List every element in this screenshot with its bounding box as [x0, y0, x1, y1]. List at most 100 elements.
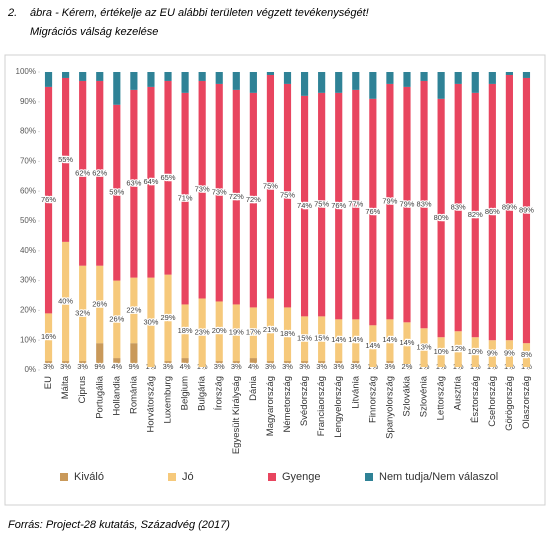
bar-segment [318, 361, 326, 370]
bar-segment [454, 72, 462, 84]
x-tick-label: Németország [282, 376, 293, 433]
x-tick-label: Horvátország [145, 376, 156, 433]
value-label: 32% [75, 308, 90, 317]
bar-segment [300, 95, 309, 317]
legend-label: Kiváló [74, 471, 104, 483]
bar-segment [147, 86, 155, 278]
legend-label: Nem tudja/Nem válaszol [379, 471, 498, 483]
bar-segment [488, 83, 496, 341]
bar-segment [130, 89, 138, 278]
value-label: 72% [229, 192, 244, 201]
bar-segment [420, 367, 428, 370]
value-label: 12% [451, 344, 466, 353]
bar-segment [164, 80, 172, 275]
bar-segment [300, 361, 309, 370]
bar-segment [522, 72, 531, 78]
value-label: 18% [178, 326, 193, 335]
bar-segment [283, 361, 292, 370]
bar-segment [505, 72, 513, 75]
y-tick-label: 50% [20, 216, 36, 225]
value-label: 83% [451, 203, 466, 212]
x-tick-label: Lettország [436, 376, 447, 420]
bar-segment [471, 337, 479, 368]
bar-segment [283, 72, 292, 84]
x-tick-label: Portugália [94, 375, 105, 418]
bar-segment [96, 80, 104, 266]
bar-segment [352, 361, 360, 370]
bar-segment [454, 367, 462, 370]
bar-segment [44, 313, 53, 362]
value-label: 3% [77, 362, 88, 371]
bar-segment [403, 86, 411, 323]
bar-segment [386, 319, 394, 362]
bar-segment [215, 72, 223, 84]
bar-segment [522, 77, 531, 344]
value-label: 3% [163, 362, 174, 371]
x-tick-label: Olaszország [521, 376, 532, 429]
value-label: 3% [265, 362, 276, 371]
value-label: 73% [195, 185, 210, 194]
bar-segment [488, 72, 496, 84]
value-label: 79% [382, 197, 397, 206]
bar-segment [62, 77, 70, 242]
bar-segment [522, 343, 531, 368]
value-label: 3% [282, 362, 293, 371]
y-tick-label: 40% [20, 246, 36, 255]
bar-segment [454, 331, 462, 368]
bar-segment [471, 72, 479, 93]
bar-segment [164, 274, 172, 362]
bar-segment [249, 358, 257, 370]
figure-number: 2. [7, 7, 17, 19]
bar-segment [300, 72, 309, 96]
bar-segment [44, 361, 53, 370]
bar-segment [130, 343, 138, 370]
value-label: 14% [365, 341, 380, 350]
bar-segment [505, 340, 513, 368]
bar-segment [335, 319, 343, 362]
x-tick-label: Bulgária [197, 375, 208, 411]
bar-segment [113, 358, 121, 370]
y-tick-label: 10% [20, 335, 36, 344]
x-tick-label: Málta [60, 375, 71, 399]
value-label: 75% [263, 182, 278, 191]
x-tick-label: Franciaország [316, 376, 327, 436]
x-tick-label: Szlovákia [401, 375, 412, 416]
chart-title: ábra - Kérem, értékelje az EU alábbi ter… [30, 7, 369, 19]
legend-swatch [268, 473, 276, 481]
bar-segment [283, 307, 292, 362]
bar-segment [266, 361, 275, 370]
bar-segment [232, 304, 240, 362]
bar-segment [437, 367, 445, 370]
bar-segment [181, 358, 189, 370]
value-label: 9% [94, 362, 105, 371]
bar-segment [403, 322, 411, 365]
value-label: 3% [350, 362, 361, 371]
value-label: 15% [297, 334, 312, 343]
value-label: 2% [402, 362, 413, 371]
x-tick-label: EU [43, 376, 54, 389]
value-label: 71% [178, 194, 193, 203]
value-label: 73% [212, 188, 227, 197]
x-tick-label: Lengyelország [333, 376, 344, 438]
x-tick-label: Magyarország [265, 376, 276, 436]
bar-segment [79, 361, 87, 370]
bar-segment [386, 83, 394, 320]
value-label: 77% [348, 200, 363, 209]
bar-segment [369, 98, 377, 326]
value-label: 22% [126, 305, 141, 314]
chart-subtitle: Migrációs válság kezelése [30, 26, 158, 38]
bar-segment [147, 277, 155, 368]
bar-segment [471, 367, 479, 370]
bar-segment [198, 72, 206, 81]
bar-segment [352, 72, 360, 90]
bar-segment [79, 80, 87, 266]
bar-segment [198, 367, 206, 370]
bar-segment [318, 72, 326, 93]
value-label: 64% [143, 177, 158, 186]
bar-segment [249, 307, 257, 359]
bar-segment [369, 72, 377, 99]
bar-segment [147, 72, 155, 87]
x-tick-label: Írország [214, 376, 225, 410]
value-label: 14% [331, 335, 346, 344]
